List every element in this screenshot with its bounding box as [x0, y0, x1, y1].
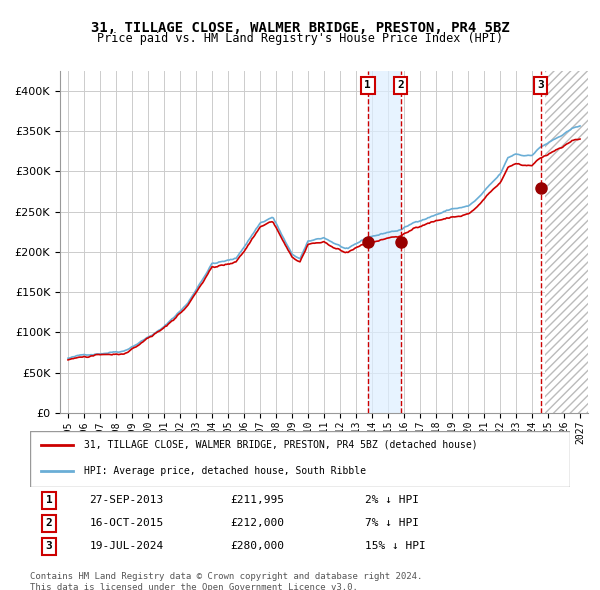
- Text: 2% ↓ HPI: 2% ↓ HPI: [365, 496, 419, 505]
- Text: HPI: Average price, detached house, South Ribble: HPI: Average price, detached house, Sout…: [84, 466, 366, 476]
- Text: 16-OCT-2015: 16-OCT-2015: [89, 519, 164, 529]
- Text: £280,000: £280,000: [230, 542, 284, 552]
- Text: Contains HM Land Registry data © Crown copyright and database right 2024.
This d: Contains HM Land Registry data © Crown c…: [30, 572, 422, 590]
- Text: 2: 2: [46, 519, 52, 529]
- Text: 1: 1: [46, 496, 52, 505]
- Text: 2: 2: [397, 80, 404, 90]
- Text: £211,995: £211,995: [230, 496, 284, 505]
- Text: Price paid vs. HM Land Registry's House Price Index (HPI): Price paid vs. HM Land Registry's House …: [97, 32, 503, 45]
- Text: 3: 3: [537, 80, 544, 90]
- Text: 15% ↓ HPI: 15% ↓ HPI: [365, 542, 425, 552]
- Text: 19-JUL-2024: 19-JUL-2024: [89, 542, 164, 552]
- Text: 3: 3: [46, 542, 52, 552]
- FancyBboxPatch shape: [30, 431, 570, 487]
- Text: 1: 1: [364, 80, 371, 90]
- Text: 7% ↓ HPI: 7% ↓ HPI: [365, 519, 419, 529]
- Bar: [368, 71, 401, 413]
- Text: £212,000: £212,000: [230, 519, 284, 529]
- Text: 27-SEP-2013: 27-SEP-2013: [89, 496, 164, 505]
- Text: 31, TILLAGE CLOSE, WALMER BRIDGE, PRESTON, PR4 5BZ (detached house): 31, TILLAGE CLOSE, WALMER BRIDGE, PRESTO…: [84, 440, 478, 450]
- Bar: [545, 71, 588, 413]
- Text: 31, TILLAGE CLOSE, WALMER BRIDGE, PRESTON, PR4 5BZ: 31, TILLAGE CLOSE, WALMER BRIDGE, PRESTO…: [91, 21, 509, 35]
